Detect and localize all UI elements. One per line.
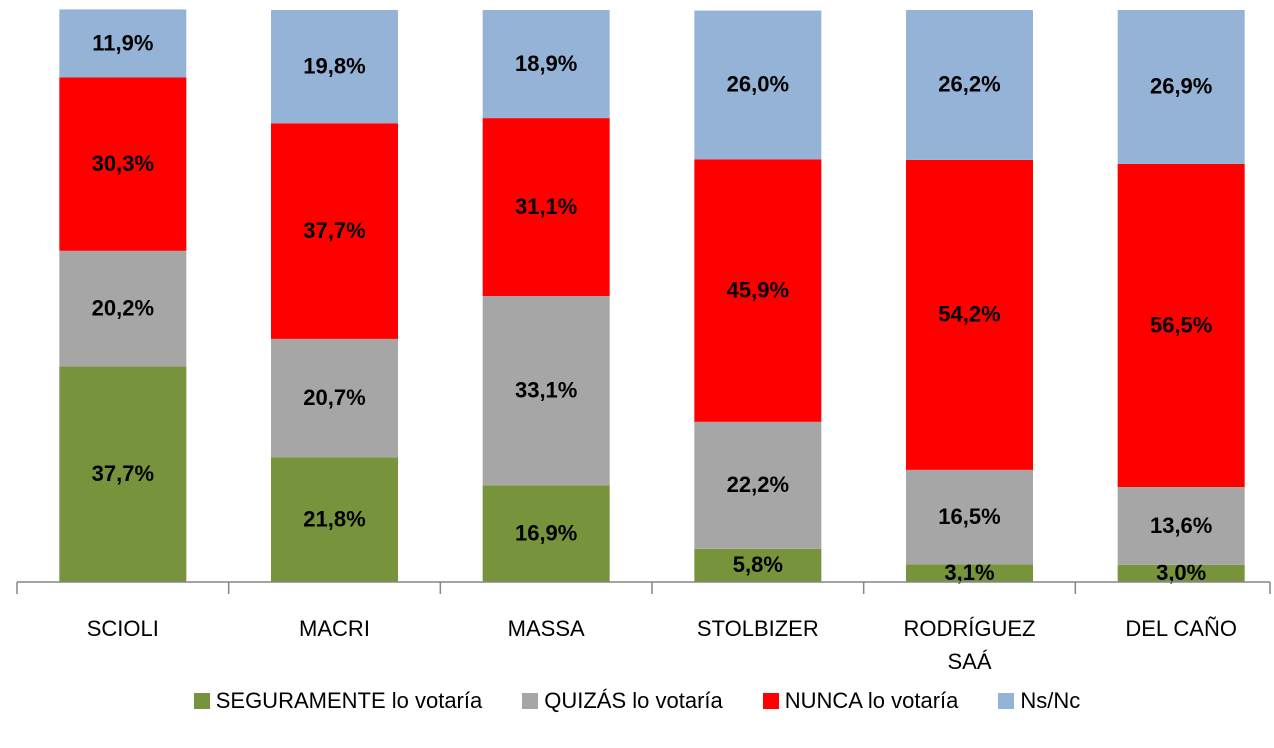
legend-item: Ns/Nc: [998, 688, 1080, 714]
data-label: 37,7%: [303, 218, 365, 243]
bar-segment: [271, 338, 398, 458]
legend-item: QUIZÁS lo votaría: [522, 688, 723, 714]
data-label: 31,1%: [515, 194, 577, 219]
legend-label: SEGURAMENTE lo votaría: [215, 688, 483, 713]
legend-label: NUNCA lo votaría: [784, 688, 959, 713]
data-label: 20,7%: [303, 385, 365, 410]
data-label: 22,2%: [727, 472, 789, 497]
data-label: 11,9%: [92, 30, 153, 55]
bar-segment: [482, 485, 610, 582]
legend-swatch: [193, 693, 210, 709]
data-label: 20,2%: [92, 295, 154, 320]
bar-segment: [906, 10, 1033, 160]
data-label: 30,3%: [92, 151, 154, 176]
bar-segment: [59, 366, 187, 582]
data-label: 16,9%: [515, 520, 577, 545]
bar-segment: [59, 250, 187, 367]
bar-segment: [1117, 10, 1245, 164]
bar-segment: [482, 118, 610, 296]
data-label: 26,9%: [1150, 74, 1212, 99]
bar-segment: [694, 159, 822, 422]
data-label: 26,2%: [938, 72, 1000, 97]
data-label: 45,9%: [727, 277, 789, 302]
legend-item: SEGURAMENTE lo votaría: [193, 688, 483, 714]
bar-segment: [1117, 564, 1245, 582]
bar-segment: [906, 469, 1033, 565]
x-tick-label: RODRÍGUEZ SAÁ: [903, 616, 1036, 674]
data-label: 26,0%: [727, 72, 789, 97]
bar-segment: [482, 10, 610, 119]
bar-segment: [694, 548, 822, 582]
x-tick-label: SCIOLI: [86, 616, 159, 641]
legend-swatch: [998, 693, 1015, 709]
bar-segment: [271, 123, 398, 339]
legend: SEGURAMENTE lo votaría QUIZÁS lo votaría N…: [0, 688, 1274, 714]
data-label: 13,6%: [1150, 513, 1212, 538]
bar-segment: [694, 421, 822, 549]
bar-segment: [482, 296, 610, 486]
data-label: 18,9%: [515, 51, 577, 76]
bar-segment: [59, 77, 187, 251]
data-label: 16,5%: [938, 504, 1000, 529]
x-tick-label: MASSA: [507, 616, 585, 641]
legend-swatch: [762, 693, 779, 709]
bar-segment: [906, 159, 1033, 470]
bar-segment: [1117, 163, 1245, 488]
data-label: 33,1%: [515, 377, 577, 402]
legend-swatch: [522, 693, 539, 709]
x-tick-label: STOLBIZER: [696, 616, 819, 641]
x-tick-label: DEL CAÑO: [1125, 616, 1237, 641]
data-label: 37,7%: [92, 461, 154, 486]
bar-segment: [271, 457, 398, 582]
bar-segment: [271, 10, 398, 124]
x-tick-label: MACRI: [299, 616, 370, 641]
data-label: 5,8%: [733, 552, 783, 577]
legend-label: QUIZÁS lo votaría: [544, 688, 723, 713]
legend-label: Ns/Nc: [1020, 688, 1081, 713]
bar-segment: [694, 10, 822, 160]
legend-item: NUNCA lo votaría: [762, 688, 959, 714]
data-label: 56,5%: [1150, 312, 1212, 337]
bar-segment: [906, 564, 1033, 582]
data-label: 54,2%: [938, 302, 1000, 327]
bar-segment: [1117, 487, 1245, 565]
bar-segment: [59, 9, 187, 78]
data-label: 21,8%: [303, 506, 365, 531]
data-label: 19,8%: [303, 53, 365, 78]
